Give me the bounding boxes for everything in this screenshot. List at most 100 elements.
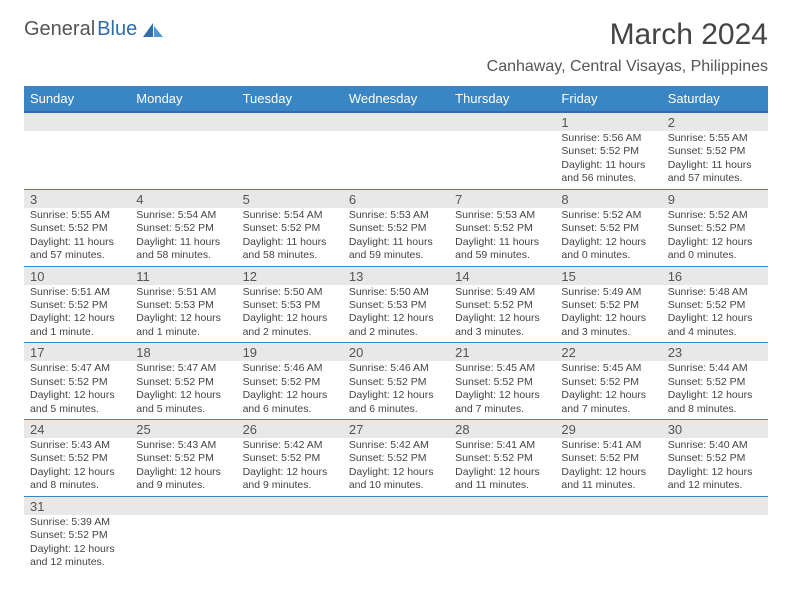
day-day1: Daylight: 12 hours bbox=[30, 466, 126, 479]
day-day2: and 1 minute. bbox=[30, 326, 126, 339]
day-number bbox=[449, 113, 555, 131]
day-sunset: Sunset: 5:52 PM bbox=[136, 376, 232, 389]
day-cell bbox=[343, 131, 449, 189]
day-number bbox=[130, 113, 236, 131]
day-day2: and 10 minutes. bbox=[349, 479, 445, 492]
day-cell: Sunrise: 5:55 AMSunset: 5:52 PMDaylight:… bbox=[662, 131, 768, 189]
title-block: March 2024 Canhaway, Central Visayas, Ph… bbox=[487, 18, 768, 82]
day-sunrise: Sunrise: 5:54 AM bbox=[136, 209, 232, 222]
logo-sail-icon bbox=[141, 21, 165, 39]
day-day1: Daylight: 12 hours bbox=[349, 466, 445, 479]
day-number bbox=[449, 497, 555, 515]
day-sunrise: Sunrise: 5:44 AM bbox=[668, 362, 764, 375]
day-sunrise: Sunrise: 5:42 AM bbox=[349, 439, 445, 452]
day-cell: Sunrise: 5:41 AMSunset: 5:52 PMDaylight:… bbox=[449, 438, 555, 496]
day-day2: and 58 minutes. bbox=[243, 249, 339, 262]
weeks-container: 12 Sunrise: 5:56 AMSunset: 5:52 PMDayligh… bbox=[24, 113, 768, 573]
day-day1: Daylight: 12 hours bbox=[30, 389, 126, 402]
day-cell bbox=[237, 515, 343, 573]
day-number: 7 bbox=[449, 190, 555, 208]
day-day2: and 58 minutes. bbox=[136, 249, 232, 262]
week-row: Sunrise: 5:47 AMSunset: 5:52 PMDaylight:… bbox=[24, 361, 768, 420]
day-sunrise: Sunrise: 5:53 AM bbox=[349, 209, 445, 222]
day-sunset: Sunset: 5:52 PM bbox=[668, 299, 764, 312]
day-day1: Daylight: 12 hours bbox=[668, 236, 764, 249]
day-sunset: Sunset: 5:52 PM bbox=[136, 222, 232, 235]
day-day1: Daylight: 12 hours bbox=[349, 389, 445, 402]
day-cell bbox=[662, 515, 768, 573]
day-sunset: Sunset: 5:53 PM bbox=[349, 299, 445, 312]
weekday-label: Friday bbox=[555, 86, 661, 111]
day-cell: Sunrise: 5:43 AMSunset: 5:52 PMDaylight:… bbox=[130, 438, 236, 496]
day-cell: Sunrise: 5:54 AMSunset: 5:52 PMDaylight:… bbox=[237, 208, 343, 266]
day-number: 3 bbox=[24, 190, 130, 208]
day-sunset: Sunset: 5:52 PM bbox=[668, 376, 764, 389]
day-day2: and 56 minutes. bbox=[561, 172, 657, 185]
day-number bbox=[555, 497, 661, 515]
weekday-label: Sunday bbox=[24, 86, 130, 111]
day-day1: Daylight: 11 hours bbox=[243, 236, 339, 249]
day-sunrise: Sunrise: 5:55 AM bbox=[30, 209, 126, 222]
day-cell bbox=[130, 515, 236, 573]
day-number: 5 bbox=[237, 190, 343, 208]
day-number bbox=[662, 497, 768, 515]
month-title: March 2024 bbox=[487, 18, 768, 52]
day-day1: Daylight: 11 hours bbox=[455, 236, 551, 249]
day-sunrise: Sunrise: 5:54 AM bbox=[243, 209, 339, 222]
day-sunrise: Sunrise: 5:52 AM bbox=[561, 209, 657, 222]
day-day1: Daylight: 12 hours bbox=[668, 312, 764, 325]
day-number: 12 bbox=[237, 267, 343, 285]
day-day2: and 57 minutes. bbox=[668, 172, 764, 185]
day-day1: Daylight: 12 hours bbox=[668, 389, 764, 402]
day-number bbox=[237, 113, 343, 131]
day-sunrise: Sunrise: 5:45 AM bbox=[455, 362, 551, 375]
day-number: 26 bbox=[237, 420, 343, 438]
day-number: 23 bbox=[662, 343, 768, 361]
day-sunset: Sunset: 5:53 PM bbox=[136, 299, 232, 312]
day-sunrise: Sunrise: 5:55 AM bbox=[668, 132, 764, 145]
day-number: 14 bbox=[449, 267, 555, 285]
day-sunset: Sunset: 5:52 PM bbox=[30, 222, 126, 235]
header: GeneralBlue March 2024 Canhaway, Central… bbox=[24, 18, 768, 82]
day-day2: and 3 minutes. bbox=[455, 326, 551, 339]
day-day1: Daylight: 12 hours bbox=[455, 466, 551, 479]
day-number bbox=[24, 113, 130, 131]
day-day1: Daylight: 12 hours bbox=[30, 312, 126, 325]
day-day2: and 6 minutes. bbox=[349, 403, 445, 416]
day-day1: Daylight: 12 hours bbox=[455, 389, 551, 402]
day-sunrise: Sunrise: 5:47 AM bbox=[136, 362, 232, 375]
logo-text-1: General bbox=[24, 18, 95, 41]
day-day1: Daylight: 11 hours bbox=[30, 236, 126, 249]
day-number: 9 bbox=[662, 190, 768, 208]
day-sunrise: Sunrise: 5:52 AM bbox=[668, 209, 764, 222]
day-day2: and 7 minutes. bbox=[455, 403, 551, 416]
day-cell bbox=[237, 131, 343, 189]
day-cell: Sunrise: 5:52 AMSunset: 5:52 PMDaylight:… bbox=[662, 208, 768, 266]
day-sunset: Sunset: 5:52 PM bbox=[668, 145, 764, 158]
day-sunrise: Sunrise: 5:39 AM bbox=[30, 516, 126, 529]
day-number: 4 bbox=[130, 190, 236, 208]
day-day1: Daylight: 12 hours bbox=[349, 312, 445, 325]
day-cell: Sunrise: 5:47 AMSunset: 5:52 PMDaylight:… bbox=[24, 361, 130, 419]
day-sunset: Sunset: 5:52 PM bbox=[668, 222, 764, 235]
day-sunrise: Sunrise: 5:41 AM bbox=[561, 439, 657, 452]
day-sunrise: Sunrise: 5:48 AM bbox=[668, 286, 764, 299]
day-number: 11 bbox=[130, 267, 236, 285]
day-sunset: Sunset: 5:52 PM bbox=[455, 299, 551, 312]
day-number bbox=[130, 497, 236, 515]
week-row: Sunrise: 5:55 AMSunset: 5:52 PMDaylight:… bbox=[24, 208, 768, 267]
day-day1: Daylight: 12 hours bbox=[561, 236, 657, 249]
day-cell: Sunrise: 5:46 AMSunset: 5:52 PMDaylight:… bbox=[237, 361, 343, 419]
day-day1: Daylight: 12 hours bbox=[561, 312, 657, 325]
day-number: 25 bbox=[130, 420, 236, 438]
day-day2: and 12 minutes. bbox=[668, 479, 764, 492]
day-day2: and 1 minute. bbox=[136, 326, 232, 339]
week-row: Sunrise: 5:56 AMSunset: 5:52 PMDaylight:… bbox=[24, 131, 768, 190]
day-cell: Sunrise: 5:55 AMSunset: 5:52 PMDaylight:… bbox=[24, 208, 130, 266]
day-cell bbox=[555, 515, 661, 573]
day-cell: Sunrise: 5:42 AMSunset: 5:52 PMDaylight:… bbox=[343, 438, 449, 496]
weekday-label: Tuesday bbox=[237, 86, 343, 111]
week-row: Sunrise: 5:43 AMSunset: 5:52 PMDaylight:… bbox=[24, 438, 768, 497]
day-sunrise: Sunrise: 5:49 AM bbox=[561, 286, 657, 299]
day-sunrise: Sunrise: 5:41 AM bbox=[455, 439, 551, 452]
